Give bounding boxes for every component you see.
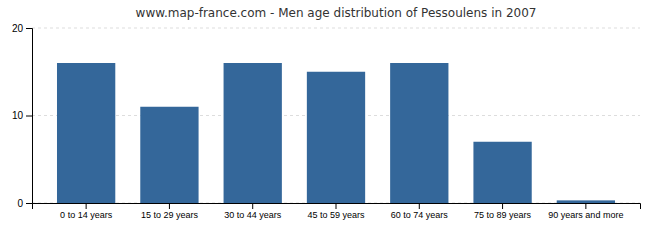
bar — [557, 200, 615, 203]
x-tick-mark — [585, 203, 586, 209]
x-tick-label: 60 to 74 years — [391, 210, 449, 220]
x-tick-mark — [419, 203, 420, 209]
x-tick: 0 to 14 years — [60, 203, 113, 220]
x-tick: 90 years and more — [548, 203, 623, 220]
y-axis: 0 10 20 — [12, 23, 33, 209]
x-tick-mark — [169, 203, 170, 209]
x-tick: 45 to 59 years — [307, 203, 365, 220]
x-tick: 30 to 44 years — [224, 203, 282, 220]
title: www.map-france.com - Men age distributio… — [136, 6, 537, 20]
chart: 0 10 20 0 to 14 years 15 to 29 years 30 to 44… — [0, 0, 650, 229]
x-tick-label: 30 to 44 years — [224, 210, 282, 220]
y-tick: 0 — [17, 198, 32, 209]
y-tick-label: 20 — [12, 23, 24, 34]
x-axis-line — [33, 204, 641, 210]
y-tick-mark — [26, 116, 32, 117]
x-axis: 0 to 14 years 15 to 29 years 30 to 44 year… — [33, 203, 641, 220]
bar — [307, 72, 365, 203]
x-tick-label: 45 to 59 years — [307, 210, 365, 220]
y-tick-mark — [26, 203, 32, 204]
x-tick-mark — [252, 203, 253, 209]
grid — [32, 28, 640, 203]
x-tick: 60 to 74 years — [391, 203, 449, 220]
bar — [390, 63, 448, 203]
x-tick-label: 90 years and more — [548, 210, 623, 220]
x-tick: 75 to 89 years — [474, 203, 532, 220]
bar — [473, 142, 531, 203]
x-tick-mark — [336, 203, 337, 209]
bar — [140, 107, 198, 203]
y-tick-label: 0 — [17, 198, 23, 209]
x-tick-mark — [502, 203, 503, 209]
y-tick-label: 10 — [12, 110, 24, 121]
x-tick-label: 15 to 29 years — [141, 210, 199, 220]
y-tick: 10 — [12, 110, 32, 121]
grid-line — [32, 28, 640, 29]
bar — [57, 63, 115, 203]
x-tick: 15 to 29 years — [141, 203, 199, 220]
y-tick: 20 — [12, 23, 32, 34]
plot: 0 10 20 0 to 14 years 15 to 29 years 30 to 44… — [12, 23, 641, 221]
x-tick-mark — [86, 203, 87, 209]
bars — [57, 63, 615, 203]
y-axis-line — [26, 29, 33, 204]
y-tick-mark — [26, 28, 32, 29]
x-tick-label: 0 to 14 years — [60, 210, 113, 220]
bar — [224, 63, 282, 203]
x-tick-label: 75 to 89 years — [474, 210, 532, 220]
